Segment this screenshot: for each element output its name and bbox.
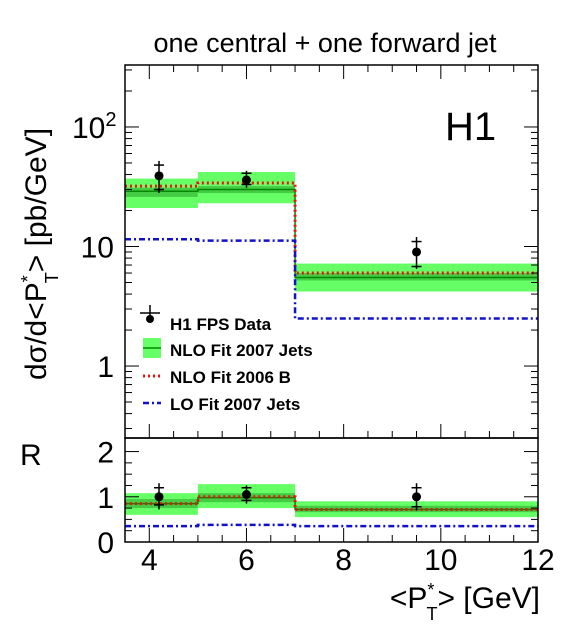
y-tick-label: 1 bbox=[97, 351, 114, 384]
ratio-data-point bbox=[154, 492, 164, 502]
svg-text:NLO Fit 2007 Jets: NLO Fit 2007 Jets bbox=[170, 341, 313, 360]
ratio-lo-2007-line bbox=[125, 523, 538, 528]
legend: H1 FPS Data NLO Fit 2007 Jets NLO Fit 20… bbox=[140, 305, 313, 414]
main-band-inner bbox=[125, 187, 198, 197]
y-tick-label-base: 1 bbox=[97, 351, 114, 384]
x-tick-label: 6 bbox=[238, 544, 255, 577]
svg-text:H1 FPS Data: H1 FPS Data bbox=[170, 315, 272, 334]
x-tick-label: 8 bbox=[335, 544, 352, 577]
y-tick-label: 102 bbox=[72, 109, 117, 145]
ratio-frame bbox=[124, 437, 539, 543]
y-tick-label-base: 10 bbox=[72, 112, 105, 145]
y-tick-label-base: 10 bbox=[81, 232, 114, 265]
ratio-data-point bbox=[412, 492, 422, 502]
ratio-y-axis-label: R bbox=[20, 439, 42, 472]
main-points bbox=[154, 160, 422, 269]
svg-text:LO Fit 2007 Jets: LO Fit 2007 Jets bbox=[170, 395, 300, 414]
main-lines bbox=[125, 181, 538, 320]
ratio-y-tick-label: 1 bbox=[97, 482, 114, 515]
svg-text:NLO Fit 2006 B: NLO Fit 2006 B bbox=[170, 368, 291, 387]
main-bands bbox=[125, 172, 538, 292]
ratio-y-tick-label: 0 bbox=[97, 527, 114, 560]
main-band-inner bbox=[295, 273, 538, 281]
y-tick-label-exponent: 2 bbox=[105, 109, 116, 131]
y-tick-label: 10 bbox=[81, 232, 114, 265]
x-tick-label: 12 bbox=[521, 544, 554, 577]
main-nlo-2006-line bbox=[125, 181, 538, 275]
chart-title: one central + one forward jet bbox=[154, 28, 497, 58]
main-lo-2007-line bbox=[125, 238, 538, 320]
x-axis-label: <P* T> [GeV] bbox=[390, 580, 540, 624]
ratio-bands bbox=[125, 484, 538, 518]
main-data-point bbox=[154, 171, 164, 181]
x-tick-label: 4 bbox=[141, 544, 158, 577]
main-data-point bbox=[412, 247, 422, 257]
ratio-points bbox=[154, 483, 422, 511]
main-data-point bbox=[241, 175, 251, 185]
legend-entry-nlo-2007: NLO Fit 2007 Jets bbox=[143, 338, 313, 360]
legend-entry-nlo-2006: NLO Fit 2006 B bbox=[143, 368, 291, 387]
ratio-data-point bbox=[241, 490, 251, 500]
ratio-nlo-2006-line bbox=[125, 495, 538, 511]
main-nlo-2007-central-line bbox=[125, 188, 538, 279]
x-tick-label: 10 bbox=[424, 544, 457, 577]
ratio-y-tick-label: 2 bbox=[97, 437, 114, 470]
y-axis-label: dσ/d<P* T> [pb/GeV] bbox=[18, 128, 62, 380]
experiment-label: H1 bbox=[445, 105, 496, 149]
legend-entry-lo-2007: LO Fit 2007 Jets bbox=[143, 395, 300, 414]
legend-entry-data: H1 FPS Data bbox=[140, 305, 272, 334]
